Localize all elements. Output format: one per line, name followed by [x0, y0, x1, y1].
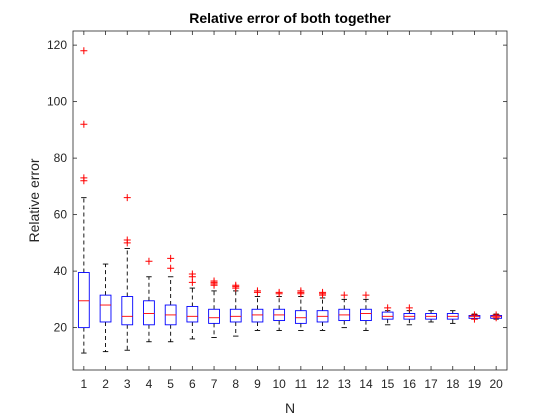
outlier-marker	[275, 288, 283, 296]
y-tick-label: 100	[47, 95, 67, 109]
outlier-marker	[123, 236, 131, 244]
x-axis-label: N	[285, 400, 295, 416]
boxes-layer	[77, 47, 503, 354]
outlier-marker	[319, 288, 327, 296]
outlier-marker	[123, 194, 131, 202]
box	[251, 308, 264, 323]
outlier-marker	[470, 311, 478, 319]
outlier-marker	[340, 291, 348, 299]
y-tick-label: 120	[47, 38, 67, 52]
outlier-marker	[492, 311, 500, 319]
box-group	[468, 311, 481, 323]
x-tick-label: 10	[272, 377, 286, 391]
x-tick-label: 8	[232, 377, 239, 391]
box	[294, 310, 307, 324]
x-tick-label: 16	[403, 377, 417, 391]
y-tick-label: 40	[54, 264, 68, 278]
y-tick-label: 20	[54, 321, 68, 335]
y-axis-label: Relative error	[26, 158, 42, 242]
box-group	[186, 270, 199, 340]
x-tick-label: 19	[468, 377, 482, 391]
box-group	[143, 257, 155, 343]
x-tick-label: 12	[316, 377, 330, 391]
x-tick-label: 17	[424, 377, 438, 391]
box-group	[360, 291, 372, 331]
outlier-marker	[167, 254, 175, 262]
x-tick-label: 18	[446, 377, 460, 391]
box	[143, 300, 155, 326]
x-tick-label: 5	[167, 377, 174, 391]
outlier-marker	[297, 287, 305, 295]
y-tick-label: 80	[54, 151, 68, 165]
chart-title: Relative error of both together	[189, 10, 391, 26]
box-group	[99, 263, 112, 353]
box-group	[229, 281, 242, 337]
box-group	[425, 310, 437, 323]
box-group	[121, 194, 134, 351]
outlier-marker	[80, 47, 88, 55]
box	[99, 294, 112, 323]
box-group	[294, 287, 307, 331]
x-tick-label: 4	[146, 377, 153, 391]
box-group	[208, 277, 220, 338]
x-tick-label: 2	[102, 377, 109, 391]
outlier-marker	[384, 304, 392, 312]
outlier-marker	[145, 257, 153, 265]
outlier-marker	[80, 120, 88, 128]
outlier-marker	[362, 291, 370, 299]
box-group	[77, 47, 90, 354]
box	[121, 296, 134, 326]
x-tick-label: 3	[124, 377, 131, 391]
x-tick-label: 9	[254, 377, 261, 391]
box-group	[446, 310, 459, 324]
outlier-marker	[167, 264, 175, 272]
box-group	[338, 291, 351, 329]
outlier-marker	[188, 270, 196, 278]
x-tick-label: 1	[81, 377, 88, 391]
y-ticks: 20 40 60 80 100 120	[47, 38, 507, 335]
x-tick-label: 6	[189, 377, 196, 391]
outlier-marker	[80, 174, 88, 182]
box	[381, 311, 394, 320]
box-group	[251, 287, 264, 331]
x-tick-label: 20	[489, 377, 503, 391]
box-group	[381, 304, 394, 326]
box	[229, 308, 242, 323]
x-tick-label: 11	[295, 377, 308, 391]
y-tick-label: 60	[54, 208, 68, 222]
box-group	[490, 311, 503, 322]
box-group	[273, 288, 286, 331]
x-tick-label: 13	[338, 377, 352, 391]
outlier-marker	[210, 277, 218, 285]
outlier-marker	[253, 287, 261, 295]
outlier-marker	[232, 281, 240, 289]
plot-area	[73, 31, 507, 370]
box	[77, 272, 90, 329]
x-tick-label: 15	[381, 377, 395, 391]
plot-frame	[72, 30, 508, 371]
box	[208, 308, 220, 324]
box-group	[316, 288, 329, 331]
x-tick-label: 7	[211, 377, 218, 391]
box	[360, 308, 372, 322]
outlier-marker	[405, 304, 413, 312]
box-group	[403, 304, 416, 326]
box	[186, 305, 199, 323]
box-group	[164, 254, 177, 343]
x-tick-label: 14	[359, 377, 373, 391]
x-ticks: 1 2 3 4 5 6 7 8 9 10 11 12 13 14 15 16 17 18 19 20	[81, 31, 503, 391]
